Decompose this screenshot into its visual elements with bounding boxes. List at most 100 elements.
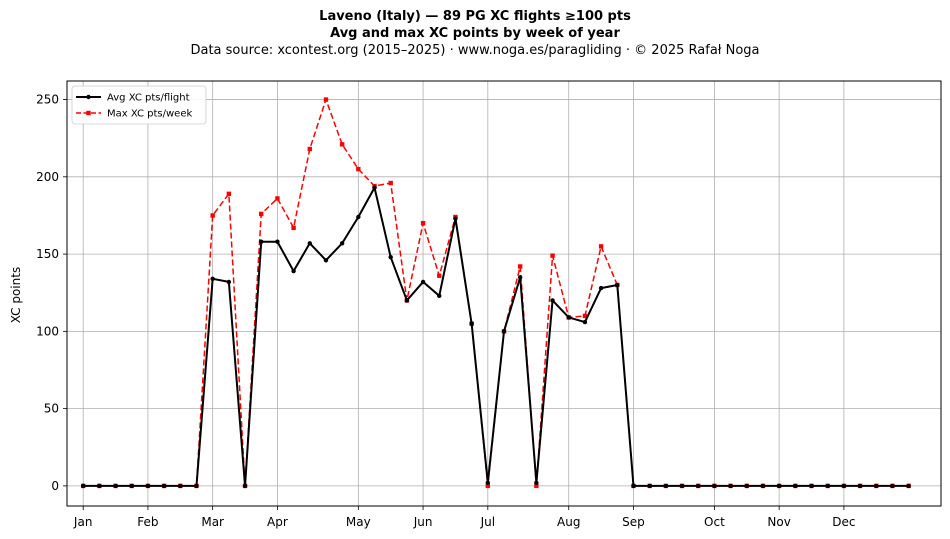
avg-point: [80, 483, 86, 489]
avg-point: [339, 241, 345, 246]
avg-point: [760, 483, 766, 489]
max-point: [534, 483, 539, 489]
max-point: [275, 196, 280, 201]
y-tick-label: 200: [36, 170, 59, 184]
avg-point: [372, 185, 377, 190]
y-axis-label: XC points: [9, 267, 23, 323]
avg-point: [356, 214, 361, 220]
avg-point: [178, 483, 183, 489]
avg-point: [161, 483, 167, 489]
avg-point: [776, 483, 782, 489]
max-point: [339, 142, 345, 147]
avg-point: [566, 315, 571, 320]
avg-point: [874, 483, 879, 489]
axes: Jan Feb Mar Apr May Jun Jul Aug Sep Oct Nov Dec 0 50 1…: [36, 93, 855, 529]
avg-point: [825, 483, 830, 489]
y-tick-label: 150: [36, 247, 59, 261]
avg-point: [323, 258, 329, 263]
avg-point: [582, 319, 588, 325]
x-tick-label: Dec: [832, 515, 855, 529]
max-point: [582, 313, 588, 319]
max-point: [291, 225, 296, 231]
avg-point: [744, 483, 749, 489]
avg-point: [469, 321, 474, 326]
series-layer: [80, 97, 911, 489]
y-tick-label: 0: [51, 479, 59, 493]
avg-point: [679, 483, 685, 489]
x-tick-label: Nov: [767, 515, 790, 529]
avg-point: [517, 275, 523, 280]
avg-point: [113, 483, 118, 489]
avg-point: [259, 239, 264, 244]
avg-point: [615, 282, 620, 288]
x-tick-label: Oct: [704, 515, 725, 529]
max-point: [550, 253, 555, 258]
x-tick-label: Sep: [622, 515, 645, 529]
legend-label: Avg XC pts/flight: [107, 93, 190, 104]
x-tick-label: Feb: [137, 515, 158, 529]
grid: [67, 81, 941, 506]
x-tick-label: Aug: [557, 515, 580, 529]
avg-point: [388, 254, 393, 260]
avg-point: [129, 483, 134, 489]
avg-point: [404, 298, 410, 303]
max-point: [226, 191, 232, 197]
max-point: [210, 213, 215, 218]
avg-point: [728, 483, 733, 489]
avg-point: [631, 483, 636, 489]
avg-point: [598, 285, 604, 291]
avg-point: [226, 279, 232, 285]
avg-point: [857, 483, 863, 489]
avg-point: [890, 483, 895, 489]
avg-point: [841, 483, 847, 489]
x-tick-label: Jun: [413, 515, 433, 529]
avg-point: [550, 298, 555, 303]
series-line-avg: [83, 186, 909, 487]
legend: Avg XC pts/flight Max XC pts/week: [71, 85, 207, 125]
x-tick-label: May: [346, 515, 371, 529]
max-point: [485, 483, 491, 489]
legend-marker: [86, 110, 91, 116]
series-line-max: [83, 98, 909, 487]
chart-source: Data source: xcontest.org (2015–2025) · …: [190, 43, 760, 58]
x-tick-label: Apr: [267, 515, 288, 529]
max-point: [307, 146, 312, 152]
x-tick-label: Jan: [73, 515, 93, 529]
avg-point: [712, 483, 717, 489]
chart-title-block: Laveno (Italy) — 89 PG XC flights ≥100 p…: [0, 8, 950, 59]
chart-subtitle: Avg and max XC points by week of year: [330, 26, 620, 41]
legend-marker: [86, 94, 91, 100]
avg-point: [696, 483, 701, 489]
avg-point: [291, 268, 296, 274]
avg-point: [307, 241, 312, 246]
x-tick-label: Jul: [480, 515, 495, 529]
y-tick-label: 100: [36, 324, 59, 338]
max-point: [437, 273, 442, 278]
avg-point: [906, 483, 911, 489]
avg-point: [145, 483, 151, 489]
avg-point: [275, 239, 280, 244]
max-point: [356, 166, 361, 172]
avg-point: [809, 483, 814, 489]
avg-point: [485, 480, 491, 486]
legend-label: Max XC pts/week: [107, 109, 192, 120]
max-point: [259, 211, 264, 217]
plot-frame: [66, 80, 942, 507]
avg-point: [647, 483, 652, 489]
avg-point: [210, 276, 215, 282]
x-tick-label: Mar: [201, 515, 224, 529]
avg-point: [453, 216, 458, 221]
max-point: [420, 220, 426, 226]
avg-point: [437, 293, 442, 299]
avg-point: [242, 483, 248, 489]
chart-title: Laveno (Italy) — 89 PG XC flights ≥100 p…: [319, 9, 631, 24]
max-point: [388, 180, 393, 186]
avg-point: [663, 483, 669, 489]
legend-box: [71, 85, 207, 125]
max-point: [598, 244, 604, 249]
max-point: [517, 264, 523, 269]
avg-point: [534, 480, 539, 486]
max-point: [323, 97, 329, 102]
avg-point: [97, 483, 102, 489]
